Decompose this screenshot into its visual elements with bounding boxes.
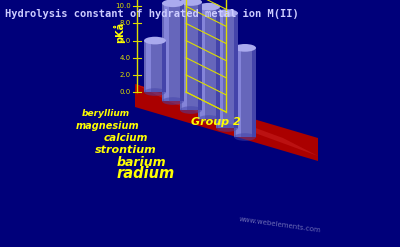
Ellipse shape [216,9,238,17]
Text: magnesium: magnesium [75,121,139,131]
Text: 6.0: 6.0 [120,38,131,43]
Polygon shape [180,2,202,110]
Text: 2.0: 2.0 [120,72,131,78]
Text: 10.0: 10.0 [115,3,131,9]
Text: 4.0: 4.0 [120,55,131,61]
Ellipse shape [144,37,166,44]
Ellipse shape [198,115,220,123]
Polygon shape [162,3,173,101]
Text: pKå: pKå [113,21,125,42]
Polygon shape [180,2,191,110]
Ellipse shape [162,97,184,105]
Polygon shape [216,13,227,128]
Text: Group 2: Group 2 [191,117,241,127]
Text: 0.0: 0.0 [120,89,131,95]
Polygon shape [144,41,166,92]
Text: barium: barium [116,156,166,168]
Ellipse shape [198,3,220,11]
Polygon shape [252,48,256,137]
Text: calcium: calcium [104,133,148,143]
Ellipse shape [234,133,256,141]
Polygon shape [218,13,223,128]
Polygon shape [146,41,151,92]
Polygon shape [234,48,256,137]
Polygon shape [182,2,187,110]
Text: radium: radium [117,166,175,182]
Polygon shape [216,13,238,128]
Polygon shape [162,41,166,92]
Polygon shape [216,7,220,119]
Polygon shape [200,7,205,119]
Text: 8.0: 8.0 [120,21,131,26]
Ellipse shape [180,106,202,114]
Text: Hydrolysis constant of hydrated metal ion M(II): Hydrolysis constant of hydrated metal io… [5,9,299,19]
Ellipse shape [180,0,202,6]
Polygon shape [164,3,169,101]
Polygon shape [234,48,245,137]
Polygon shape [198,7,220,119]
Text: www.webelements.com: www.webelements.com [239,216,321,234]
Ellipse shape [234,44,256,52]
Polygon shape [162,3,184,101]
Text: beryllium: beryllium [82,109,130,119]
Ellipse shape [216,124,238,132]
Polygon shape [144,41,155,92]
Polygon shape [198,2,202,110]
Text: strontium: strontium [95,145,157,155]
Polygon shape [236,48,241,137]
Polygon shape [180,3,184,101]
Polygon shape [135,84,318,156]
Polygon shape [135,84,318,161]
Ellipse shape [162,0,184,7]
Polygon shape [234,13,238,128]
Ellipse shape [144,88,166,96]
Polygon shape [198,7,209,119]
